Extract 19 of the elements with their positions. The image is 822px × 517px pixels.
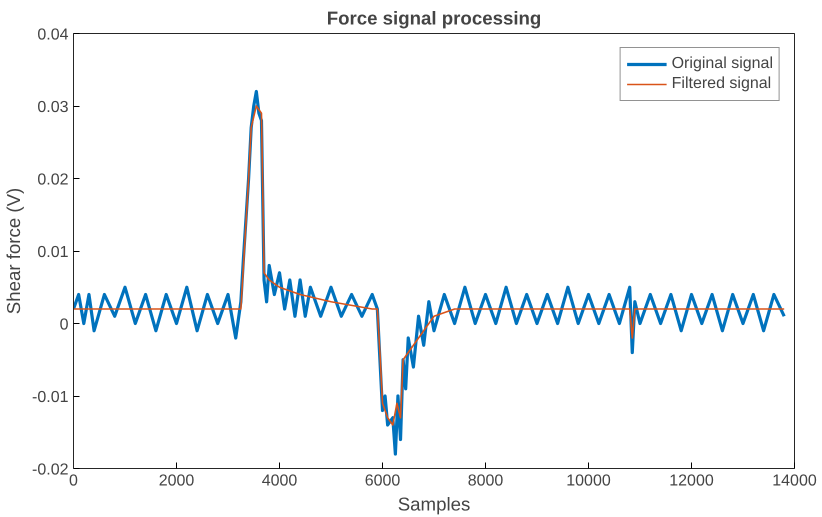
x-tick-label: 4000 (262, 472, 298, 490)
x-tick-label: 12000 (669, 472, 714, 490)
y-tick-label: 0.01 (37, 244, 69, 261)
chart-title: Force signal processing (326, 8, 542, 28)
y-tick-label: -0.02 (32, 462, 69, 478)
x-tick-label: 2000 (158, 472, 194, 490)
x-tick-label: 14000 (772, 472, 817, 490)
y-tick-label: 0.02 (37, 172, 69, 188)
y-tick-label: 0.03 (37, 99, 69, 116)
x-tick-label: 8000 (468, 472, 504, 490)
x-axis-title: Samples (398, 494, 470, 514)
legend-label: Original signal (672, 55, 773, 73)
y-axis-title: Shear force (V) (3, 188, 24, 314)
x-tick-label: 10000 (566, 472, 611, 490)
y-tick-label: -0.01 (32, 389, 69, 406)
x-tick-label: 6000 (364, 472, 400, 490)
y-tick-label: 0.04 (37, 26, 69, 44)
y-tick-label: 0 (60, 316, 69, 334)
legend-label: Filtered signal (672, 75, 772, 93)
